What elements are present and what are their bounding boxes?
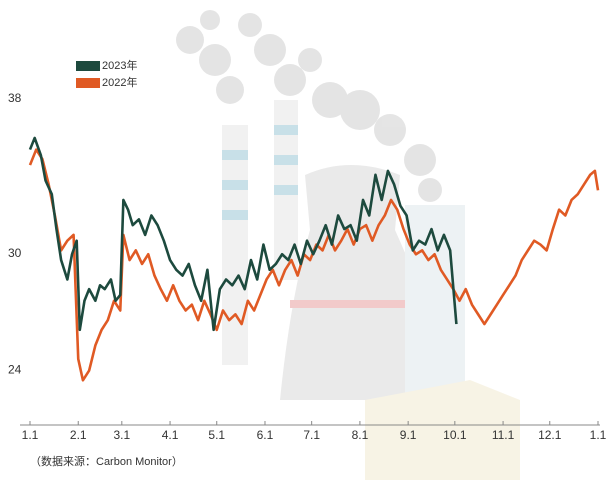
x-tick-label: 11.1	[492, 428, 515, 442]
x-tick-label: 4.1	[162, 428, 179, 442]
x-tick-label: 7.1	[303, 428, 320, 442]
series-line	[28, 136, 458, 332]
legend-swatch	[76, 78, 100, 88]
source-note: （数据来源：Carbon Monitor）	[30, 454, 183, 468]
x-tick-label: 6.1	[257, 428, 274, 442]
legend-label: 2022年	[102, 75, 137, 89]
y-tick-label: 30	[8, 246, 22, 260]
x-tick-label: 10.1	[443, 428, 467, 442]
x-tick-label: 3.1	[113, 428, 130, 442]
x-tick-label: 9.1	[400, 428, 417, 442]
x-tick-label: 8.1	[352, 428, 369, 442]
legend-swatch	[76, 61, 100, 71]
y-tick-label: 24	[8, 362, 22, 376]
x-tick-label: 2.1	[70, 428, 87, 442]
legend-label: 2023年	[102, 58, 137, 72]
background-illustration	[176, 10, 520, 480]
y-tick-label: 38	[8, 91, 22, 105]
x-tick-label: 12.1	[538, 428, 562, 442]
x-tick-label: 1.1	[22, 428, 39, 442]
x-tick-label: 5.1	[208, 428, 225, 442]
x-tick-label: 1.1	[590, 428, 607, 442]
